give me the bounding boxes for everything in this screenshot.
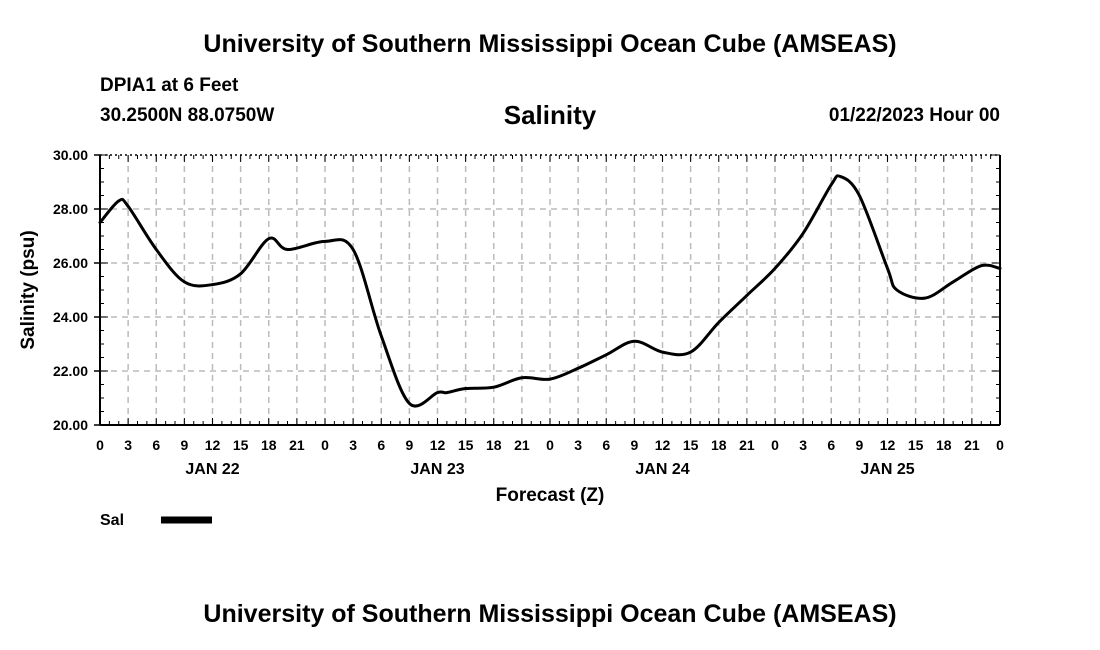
y-axis-title: Salinity (psu): [18, 230, 39, 349]
x-tick-label: 0: [321, 437, 329, 453]
x-tick-label: 12: [205, 437, 221, 453]
y-tick-label: 24.00: [53, 309, 88, 325]
station-name: DPIA1 at 6 Feet: [100, 75, 239, 96]
x-tick-label: 21: [739, 437, 755, 453]
day-label: JAN 22: [185, 461, 239, 478]
y-tick-label: 28.00: [53, 201, 88, 217]
x-tick-label: 6: [827, 437, 835, 453]
series-line-sal: [98, 174, 1002, 408]
x-tick-label: 6: [377, 437, 385, 453]
x-tick-label: 0: [546, 437, 554, 453]
x-tick-label: 18: [936, 437, 952, 453]
x-tick-label: 12: [430, 437, 446, 453]
x-tick-label: 15: [683, 437, 699, 453]
x-tick-label: 3: [124, 437, 132, 453]
chart-main-title: University of Southern Mississippi Ocean…: [203, 30, 897, 58]
y-tick-label: 22.00: [53, 363, 88, 379]
x-tick-label: 0: [771, 437, 779, 453]
y-tick-label: 30.00: [53, 147, 88, 163]
x-tick-label: 18: [711, 437, 727, 453]
x-tick-label: 15: [458, 437, 474, 453]
x-tick-label: 0: [96, 437, 104, 453]
x-tick-label: 9: [855, 437, 863, 453]
x-tick-label: 9: [405, 437, 413, 453]
x-tick-label: 21: [289, 437, 305, 453]
x-tick-label: 3: [349, 437, 357, 453]
x-tick-label: 15: [233, 437, 249, 453]
x-tick-label: 18: [261, 437, 277, 453]
station-coordinates: 30.2500N 88.0750W: [100, 105, 275, 126]
x-tick-label: 6: [152, 437, 160, 453]
footer-title: University of Southern Mississippi Ocean…: [203, 600, 897, 628]
x-tick-label: 3: [799, 437, 807, 453]
y-tick-label: 20.00: [53, 417, 88, 433]
legend-label: Sal: [100, 512, 124, 529]
x-tick-label: 12: [880, 437, 896, 453]
x-tick-label: 9: [630, 437, 638, 453]
day-label: JAN 23: [410, 461, 464, 478]
x-tick-label: 3: [574, 437, 582, 453]
day-label: JAN 25: [860, 461, 914, 478]
x-tick-label: 9: [180, 437, 188, 453]
x-tick-label: 6: [602, 437, 610, 453]
x-tick-label: 18: [486, 437, 502, 453]
x-tick-label: 12: [655, 437, 671, 453]
x-axis-title: Forecast (Z): [496, 485, 605, 506]
day-label: JAN 24: [635, 461, 689, 478]
variable-title: Salinity: [503, 100, 597, 130]
x-tick-label: 21: [964, 437, 980, 453]
x-tick-label: 21: [514, 437, 530, 453]
x-tick-label: 15: [908, 437, 924, 453]
x-tick-label: 0: [996, 437, 1004, 453]
y-tick-label: 26.00: [53, 255, 88, 271]
forecast-datetime: 01/22/2023 Hour 00: [828, 105, 1000, 126]
